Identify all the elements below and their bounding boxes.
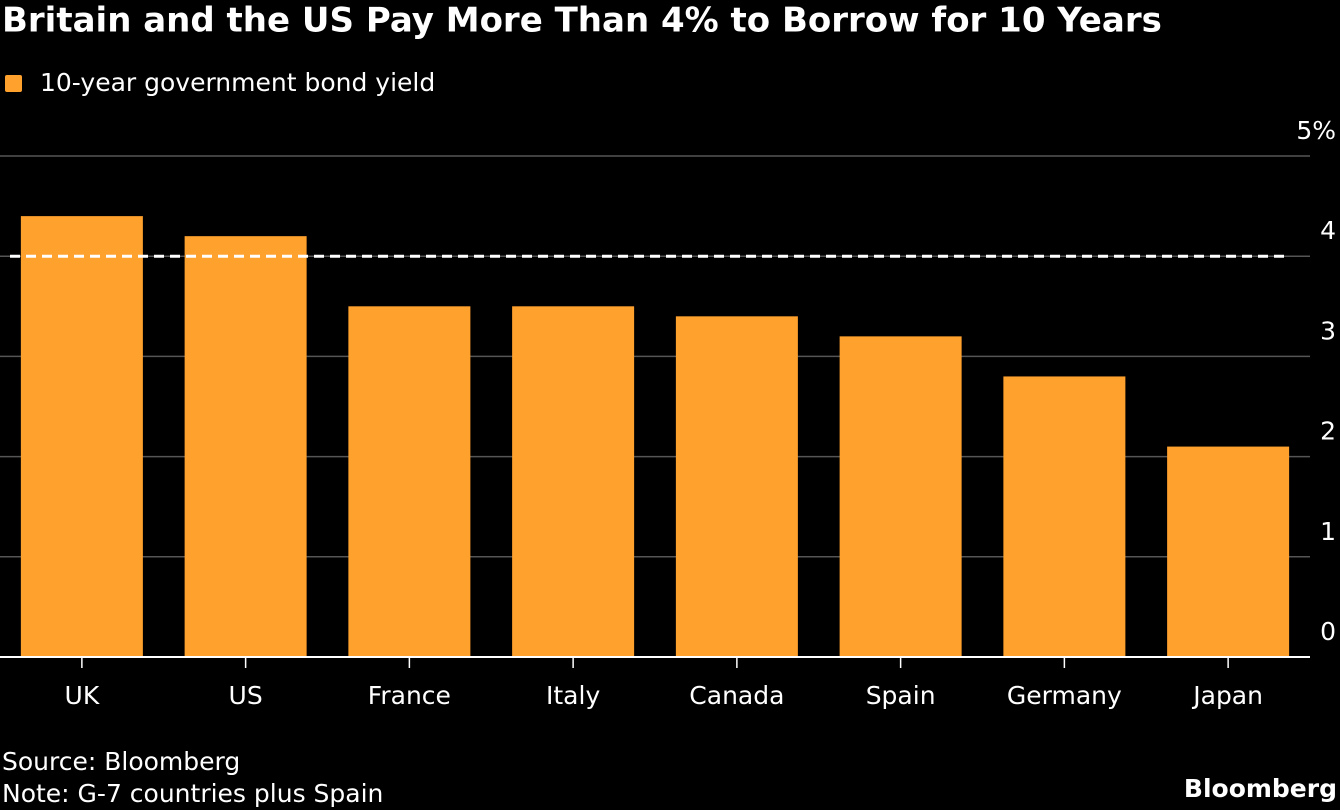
- y-tick-label: 3: [1320, 316, 1336, 345]
- brand: Bloomberg: [1184, 774, 1337, 803]
- bar: [184, 236, 307, 657]
- chart-title: Britain and the US Pay More Than 4% to B…: [2, 1, 1162, 41]
- x-tick-label: Italy: [546, 681, 600, 710]
- bar: [512, 306, 635, 657]
- bar: [675, 316, 798, 657]
- bar: [1003, 376, 1126, 657]
- y-tick-label: 5%: [1296, 116, 1336, 145]
- bar: [348, 306, 471, 657]
- source: Source: Bloomberg: [2, 747, 240, 776]
- x-tick-label: Germany: [1007, 681, 1122, 710]
- x-tick-label: France: [368, 681, 451, 710]
- x-tick-label: UK: [65, 681, 100, 710]
- x-tick-label: Canada: [689, 681, 784, 710]
- note: Note: G-7 countries plus Spain: [2, 779, 383, 808]
- x-tick-label: Japan: [1191, 681, 1263, 710]
- y-tick-label: 0: [1320, 617, 1336, 646]
- bar: [1167, 446, 1290, 657]
- y-tick-label: 2: [1320, 417, 1336, 446]
- x-tick-label: US: [229, 681, 263, 710]
- legend-label: 10-year government bond yield: [40, 68, 435, 97]
- y-tick-label: 4: [1320, 216, 1336, 245]
- y-tick-label: 1: [1320, 517, 1336, 546]
- bar: [20, 216, 143, 657]
- x-tick-label: Spain: [866, 681, 936, 710]
- legend-swatch: [5, 75, 22, 92]
- bar: [839, 336, 962, 657]
